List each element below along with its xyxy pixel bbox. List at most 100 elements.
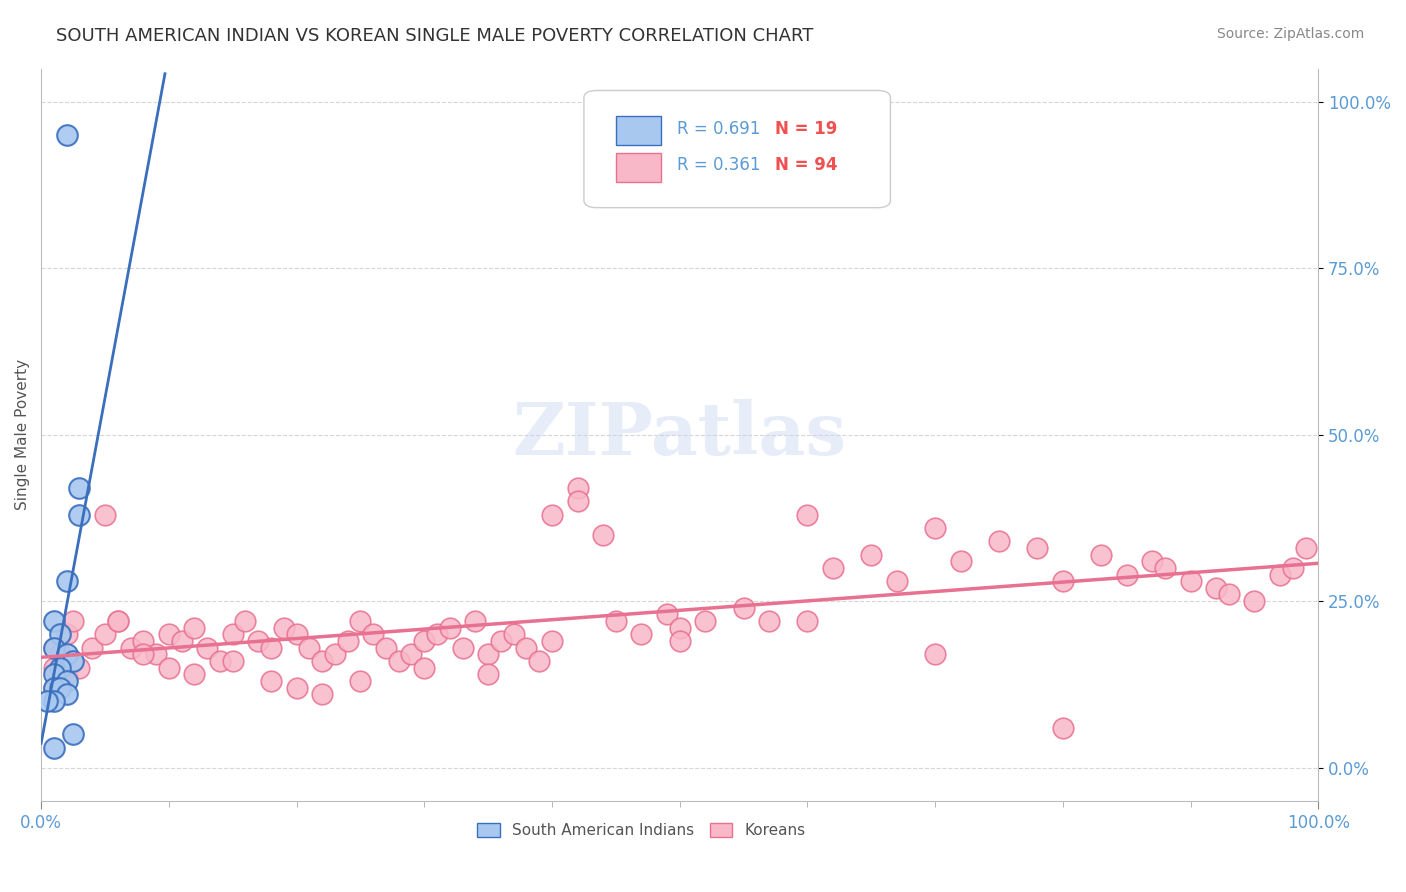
Point [94,627,117,641]
Point [62,727,84,741]
Point [388,654,411,668]
Point [1180,574,1202,589]
Point [567,494,589,508]
Point [336,634,359,648]
Point [311,654,333,668]
Point [42,694,65,708]
Point [62,614,84,628]
Point [1281,561,1303,575]
Point [285,627,308,641]
Point [42,661,65,675]
Text: Source: ZipAtlas.com: Source: ZipAtlas.com [1216,27,1364,41]
Point [439,621,461,635]
Point [67,508,90,522]
Point [273,621,295,635]
Point [55,648,77,662]
Point [260,673,283,688]
Point [413,634,436,648]
Point [235,614,257,628]
Point [67,661,90,675]
Point [323,648,346,662]
Point [195,640,218,655]
FancyBboxPatch shape [583,90,890,208]
Point [426,627,449,641]
Point [349,614,371,628]
Point [821,561,844,575]
Point [107,614,129,628]
Point [733,600,755,615]
Point [1052,721,1074,735]
Point [592,527,614,541]
Point [695,614,717,628]
Point [401,648,423,662]
Point [42,681,65,695]
Point [49,673,72,688]
Point [55,687,77,701]
Point [208,654,231,668]
Point [655,607,678,622]
Point [62,654,84,668]
Point [668,634,690,648]
Text: N = 94: N = 94 [776,156,838,174]
Point [67,481,90,495]
Point [311,687,333,701]
Point [502,627,524,641]
Point [1142,554,1164,568]
Point [170,634,193,648]
Point [451,640,474,655]
Point [349,673,371,688]
Point [796,614,818,628]
Point [515,640,537,655]
Point [1243,594,1265,608]
Point [55,673,77,688]
Point [42,667,65,681]
Point [541,634,564,648]
Point [886,574,908,589]
Point [1026,541,1049,555]
Bar [616,116,661,145]
Point [1218,587,1240,601]
Point [42,740,65,755]
Point [1154,561,1177,575]
Point [567,481,589,495]
Point [42,614,65,628]
Point [464,614,486,628]
Point [145,648,167,662]
Point [132,648,155,662]
Point [247,634,270,648]
Point [924,648,946,662]
Point [529,654,551,668]
Point [157,627,180,641]
Point [42,640,65,655]
Point [924,521,946,535]
Point [477,667,499,681]
Point [42,681,65,695]
Point [183,667,205,681]
Point [49,661,72,675]
Point [49,681,72,695]
Point [988,534,1011,549]
Point [374,640,396,655]
Point [55,574,77,589]
Point [1115,567,1137,582]
Legend: South American Indians, Koreans: South American Indians, Koreans [471,817,811,845]
Point [49,648,72,662]
Point [157,661,180,675]
Point [1052,574,1074,589]
Point [260,640,283,655]
Point [630,627,652,641]
Point [94,508,117,522]
Point [221,654,243,668]
Bar [616,153,661,182]
Point [49,627,72,641]
Point [361,627,384,641]
Point [758,614,780,628]
Point [285,681,308,695]
Point [120,640,142,655]
Point [55,654,77,668]
Point [55,627,77,641]
Point [298,640,321,655]
Text: N = 19: N = 19 [776,120,838,137]
Point [860,548,883,562]
Point [37,694,59,708]
